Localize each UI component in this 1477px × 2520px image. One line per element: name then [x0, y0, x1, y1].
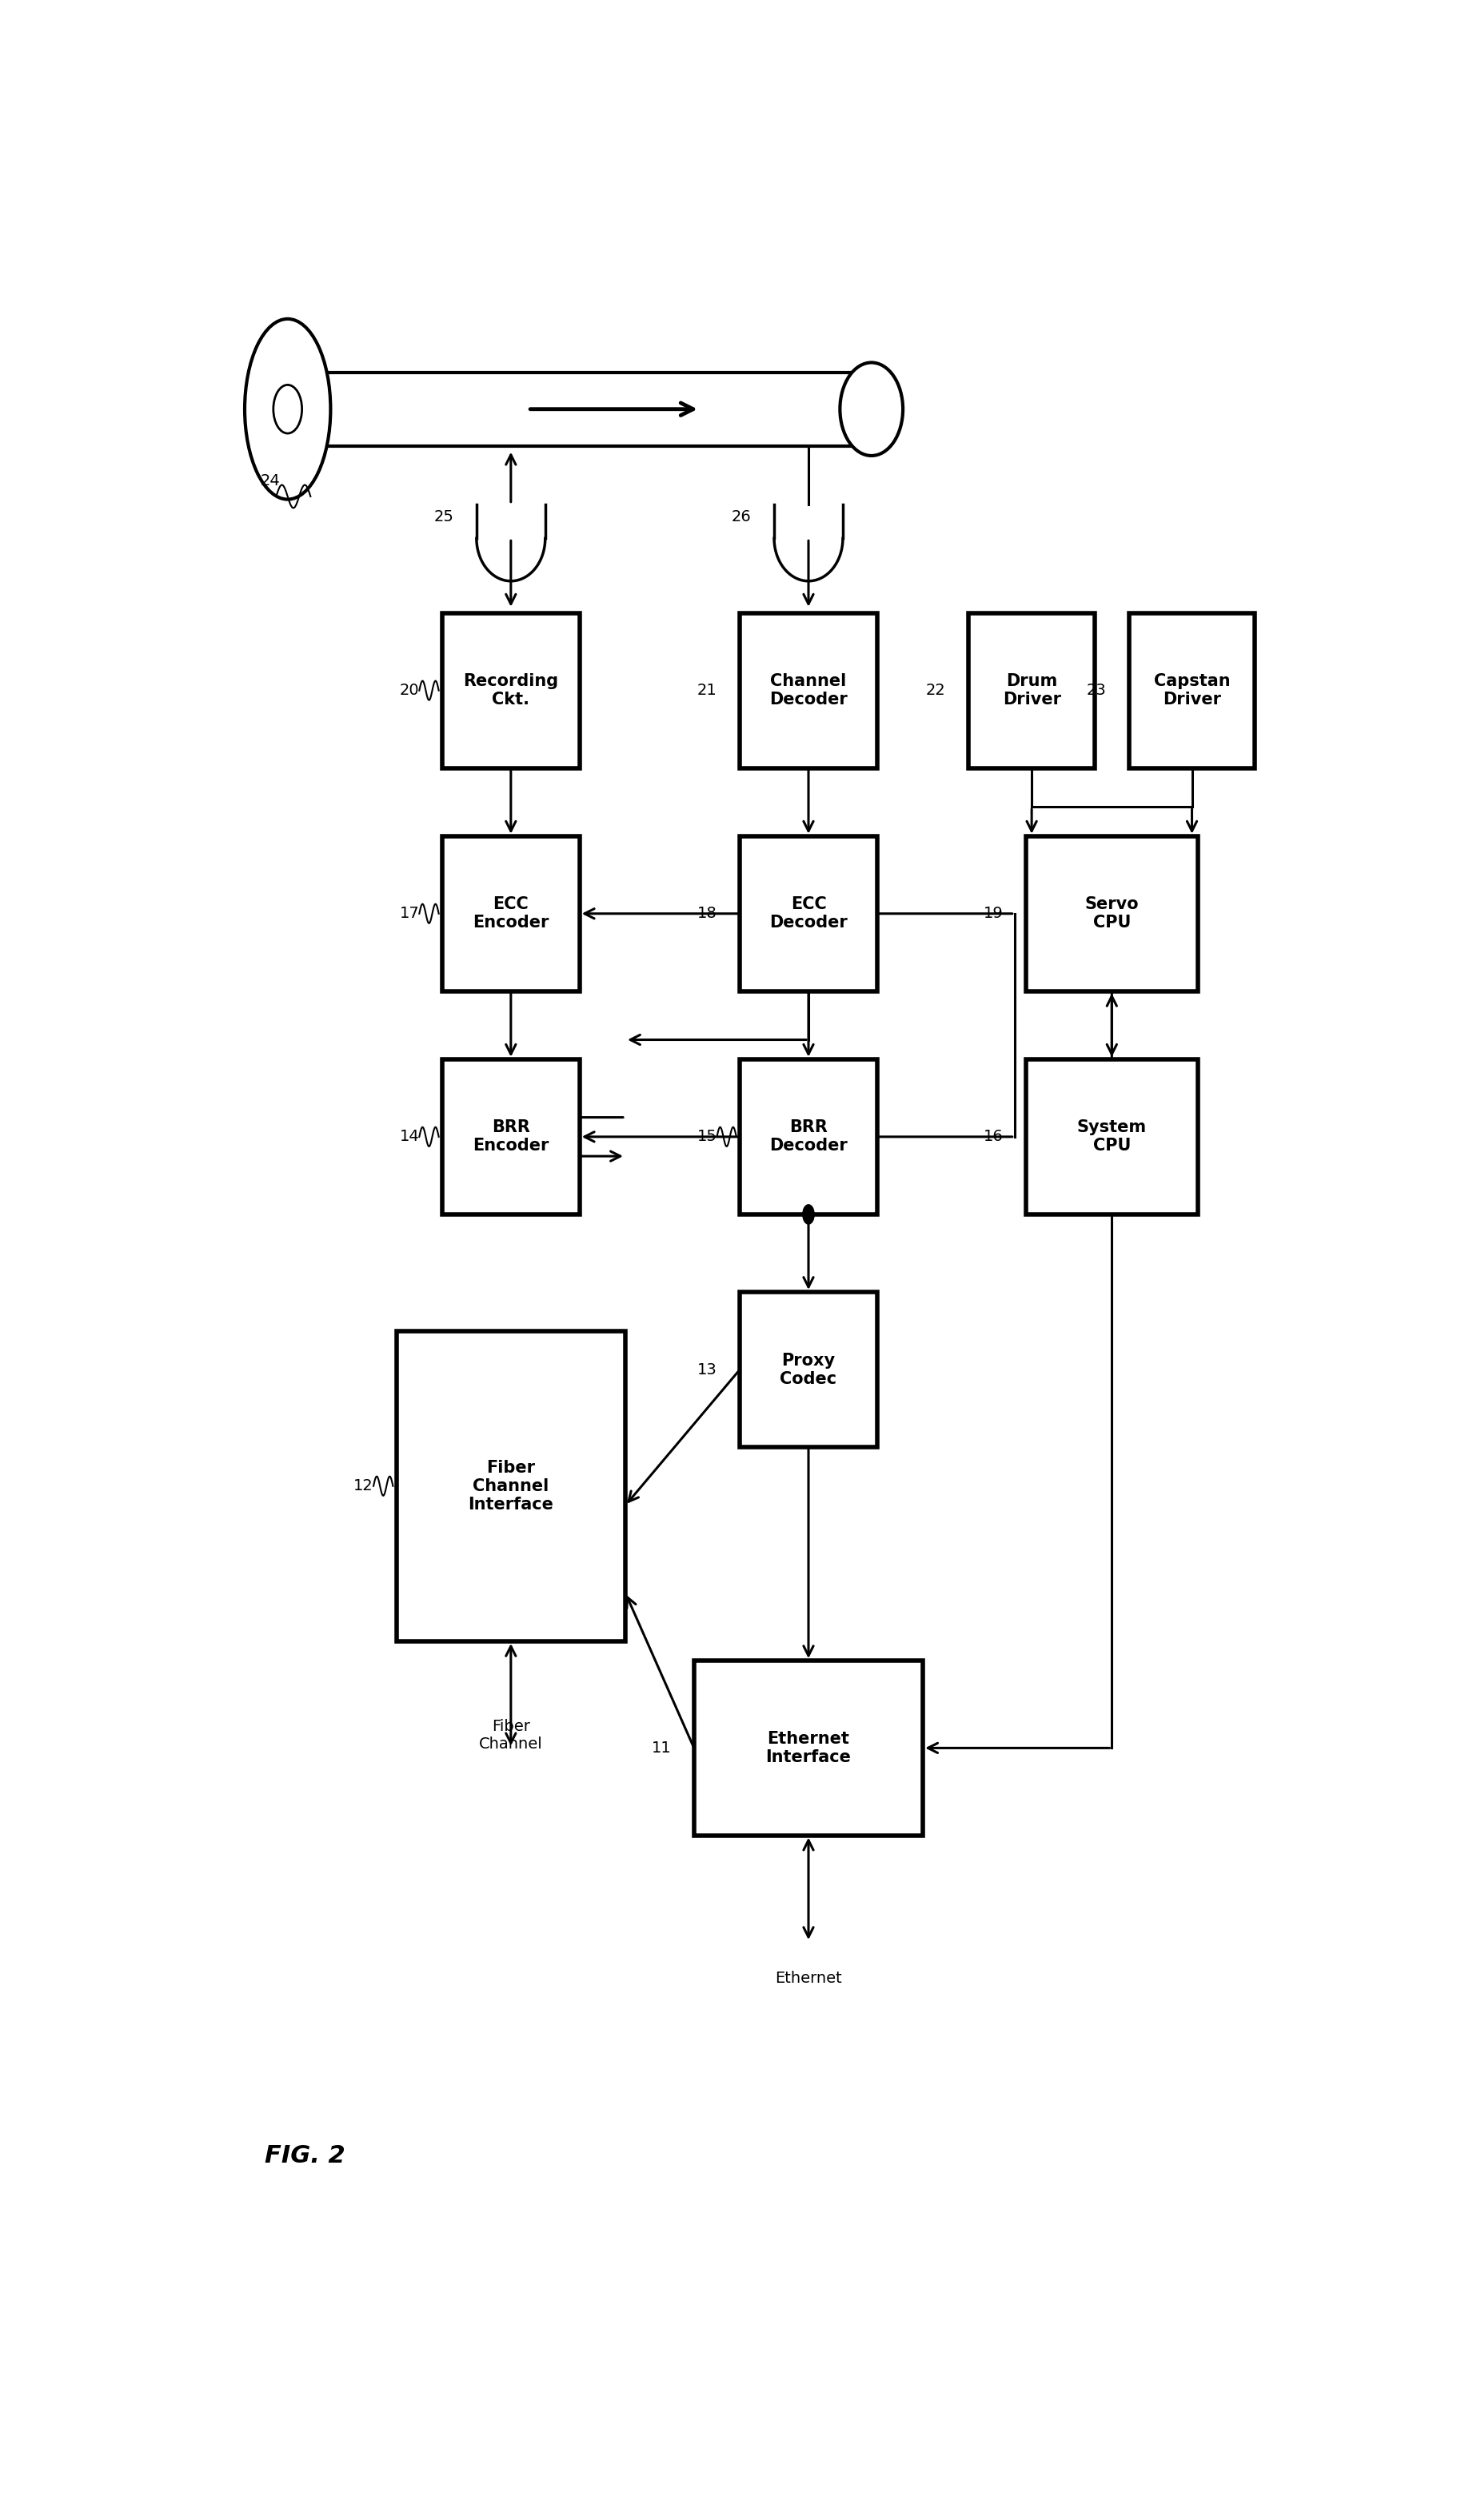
Text: 13: 13	[697, 1361, 716, 1378]
Ellipse shape	[840, 363, 902, 456]
Text: 24: 24	[260, 474, 281, 489]
Text: Fiber
Channel
Interface: Fiber Channel Interface	[468, 1459, 554, 1512]
Text: 22: 22	[926, 683, 945, 698]
FancyBboxPatch shape	[969, 612, 1094, 769]
Text: 20: 20	[400, 683, 419, 698]
Text: 16: 16	[984, 1129, 1003, 1144]
FancyBboxPatch shape	[740, 1058, 877, 1215]
Text: 19: 19	[984, 907, 1003, 922]
Text: Ethernet: Ethernet	[775, 1971, 842, 1986]
Text: 14: 14	[399, 1129, 419, 1144]
FancyBboxPatch shape	[442, 837, 579, 990]
FancyBboxPatch shape	[442, 1058, 579, 1215]
FancyBboxPatch shape	[316, 373, 871, 446]
Text: 23: 23	[1086, 683, 1106, 698]
Text: 21: 21	[697, 683, 716, 698]
Text: ECC
Decoder: ECC Decoder	[770, 897, 848, 930]
Text: 18: 18	[697, 907, 716, 922]
Text: FIG. 2: FIG. 2	[264, 2145, 346, 2167]
Text: Recording
Ckt.: Recording Ckt.	[464, 673, 558, 708]
FancyBboxPatch shape	[442, 612, 579, 769]
Circle shape	[803, 1205, 814, 1225]
FancyBboxPatch shape	[740, 1293, 877, 1446]
Text: Servo
CPU: Servo CPU	[1084, 897, 1139, 930]
Ellipse shape	[273, 386, 301, 433]
Text: 17: 17	[399, 907, 419, 922]
FancyBboxPatch shape	[694, 1661, 923, 1835]
Text: BRR
Encoder: BRR Encoder	[473, 1119, 549, 1154]
Text: 15: 15	[697, 1129, 716, 1144]
Text: Ethernet
Interface: Ethernet Interface	[765, 1731, 851, 1767]
FancyBboxPatch shape	[1027, 1058, 1198, 1215]
Text: 11: 11	[651, 1741, 671, 1756]
FancyBboxPatch shape	[396, 1331, 625, 1641]
Text: System
CPU: System CPU	[1077, 1119, 1146, 1154]
Text: Fiber
Channel: Fiber Channel	[479, 1719, 542, 1751]
Text: ECC
Encoder: ECC Encoder	[473, 897, 549, 930]
FancyBboxPatch shape	[740, 837, 877, 990]
Text: Proxy
Codec: Proxy Codec	[780, 1353, 837, 1386]
FancyBboxPatch shape	[1128, 612, 1255, 769]
FancyBboxPatch shape	[1027, 837, 1198, 990]
Text: Capstan
Driver: Capstan Driver	[1154, 673, 1230, 708]
Text: 25: 25	[434, 509, 453, 524]
Text: 12: 12	[353, 1479, 374, 1494]
Text: Drum
Driver: Drum Driver	[1003, 673, 1060, 708]
Text: BRR
Decoder: BRR Decoder	[770, 1119, 848, 1154]
Ellipse shape	[245, 320, 331, 499]
Text: 26: 26	[731, 509, 752, 524]
Text: Channel
Decoder: Channel Decoder	[770, 673, 848, 708]
FancyBboxPatch shape	[740, 612, 877, 769]
